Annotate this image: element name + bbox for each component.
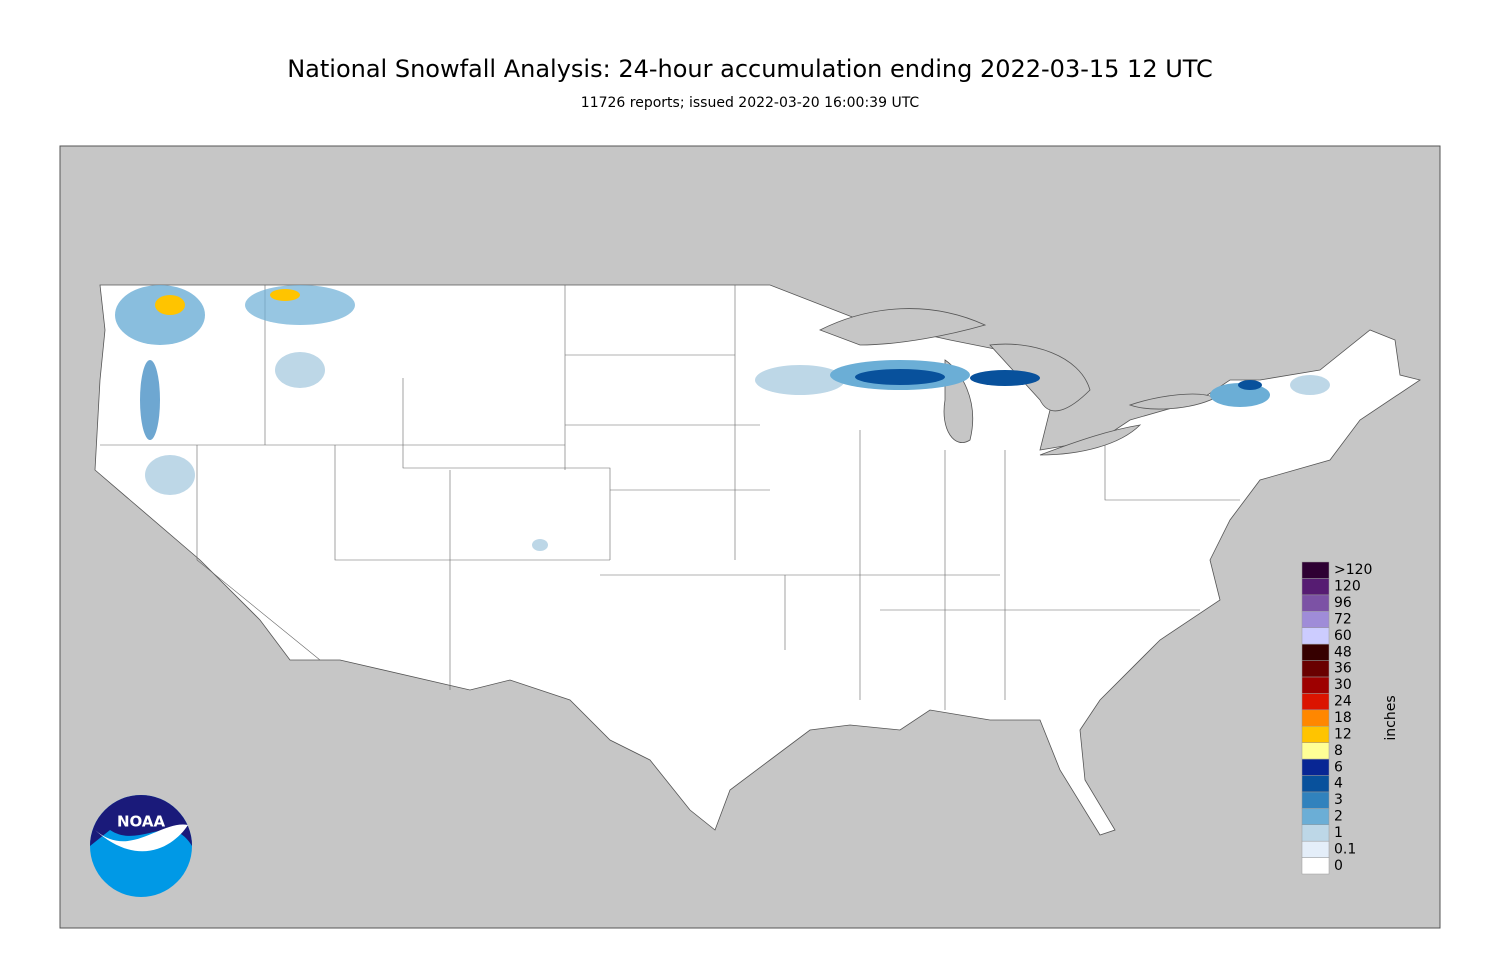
us-land [94, 284, 1421, 836]
legend-label: 24 [1334, 694, 1352, 710]
legend-swatch [1301, 824, 1330, 842]
legend-label: 60 [1334, 628, 1352, 644]
legend-label: 12 [1334, 726, 1352, 742]
legend-label: 3 [1334, 792, 1343, 808]
legend-swatch [1301, 857, 1330, 875]
legend-label: 18 [1334, 710, 1352, 726]
legend-swatch [1301, 660, 1330, 678]
legend-swatch [1301, 808, 1330, 825]
legend-title: inches [1383, 695, 1399, 740]
subtitle: 11726 reports; issued 2022-03-20 16:00:3… [581, 95, 920, 111]
legend-swatch [1301, 791, 1330, 809]
legend-label: 0.1 [1334, 841, 1356, 857]
title: National Snowfall Analysis: 24-hour accu… [287, 55, 1213, 83]
legend-swatch [1301, 578, 1330, 596]
snow-areas [115, 285, 1330, 551]
legend-label: 8 [1334, 743, 1343, 759]
legend-swatch [1301, 840, 1330, 858]
legend-swatch [1301, 693, 1330, 711]
legend-swatch [1301, 611, 1330, 628]
legend-label: 96 [1334, 595, 1352, 611]
state-borders [100, 285, 1240, 710]
legend-swatch [1301, 561, 1330, 579]
legend-label: 36 [1334, 661, 1352, 677]
legend-swatch [1301, 643, 1330, 661]
legend-swatch [1301, 594, 1330, 612]
legend-swatch [1301, 758, 1330, 776]
legend-swatch [1301, 627, 1330, 645]
great-lakes [819, 308, 1216, 456]
legend-swatch [1301, 676, 1330, 694]
legend-label: 0 [1334, 858, 1343, 874]
legend-label: 4 [1334, 776, 1343, 792]
legend-swatch [1301, 725, 1330, 743]
noaa-logo: NOAA [90, 795, 192, 897]
legend-label: >120 [1334, 562, 1372, 578]
legend-label: 120 [1334, 579, 1361, 595]
legend-label: 72 [1334, 611, 1352, 627]
legend-swatch [1301, 709, 1330, 727]
legend-label: 48 [1334, 644, 1352, 660]
legend-label: 2 [1334, 809, 1343, 825]
logo-text: NOAA [117, 813, 166, 831]
legend-swatch [1301, 775, 1330, 793]
legend-label: 6 [1334, 759, 1343, 775]
legend-label: 1 [1334, 825, 1343, 841]
legend-label: 30 [1334, 677, 1352, 693]
legend-swatch [1301, 742, 1330, 760]
